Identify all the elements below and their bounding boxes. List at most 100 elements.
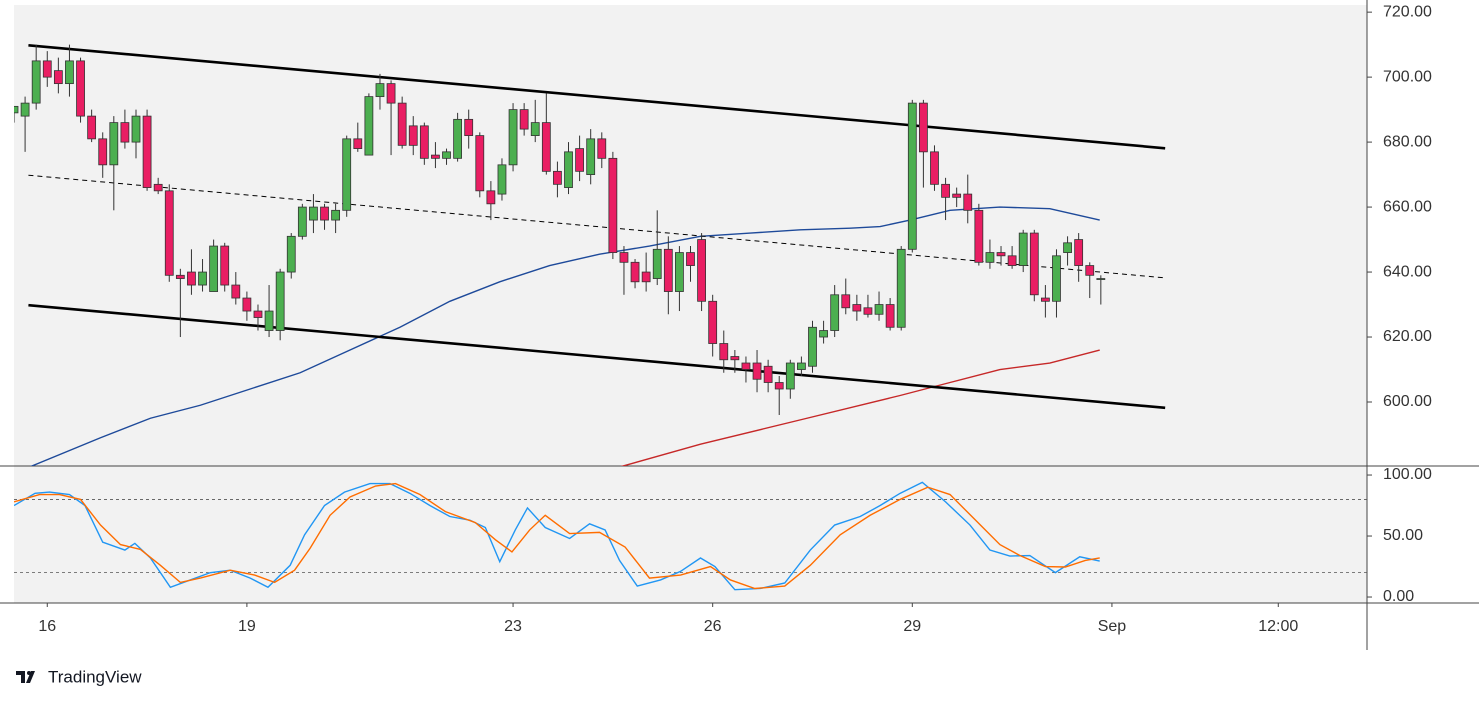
candle-body xyxy=(952,193,962,198)
candle-body xyxy=(497,164,507,195)
candle-body xyxy=(575,148,584,172)
candle-body xyxy=(686,252,695,266)
logo-icon xyxy=(16,671,35,683)
candle-body xyxy=(431,154,440,159)
candle-body xyxy=(630,261,640,283)
candle-body xyxy=(142,115,152,188)
y-tick-label: 680.00 xyxy=(1383,133,1432,150)
candle-body xyxy=(963,193,973,211)
y-tick-label: 50.00 xyxy=(1383,527,1423,544)
x-tick-label: 19 xyxy=(238,618,256,635)
candle-body xyxy=(841,294,851,309)
candle-body xyxy=(286,235,296,273)
candle-body xyxy=(353,138,363,149)
candle-body xyxy=(808,326,817,367)
y-tick-label: 600.00 xyxy=(1383,393,1432,410)
candle-body xyxy=(98,138,108,166)
candle-body xyxy=(253,310,263,318)
y-tick-label: 640.00 xyxy=(1383,263,1432,280)
candle-body xyxy=(774,382,784,390)
candle-body xyxy=(675,252,684,292)
candle-body xyxy=(109,122,119,166)
x-tick-label: 26 xyxy=(704,618,722,635)
candle-body xyxy=(874,304,884,315)
candle-body xyxy=(885,304,895,328)
candle-body xyxy=(453,118,462,159)
candle-body xyxy=(14,105,19,114)
y-tick-label: 720.00 xyxy=(1383,3,1432,20)
candle-body xyxy=(120,122,130,143)
candle-body xyxy=(342,138,352,211)
main-pane xyxy=(14,43,1166,466)
candle-body xyxy=(652,248,662,279)
trendline xyxy=(28,43,1166,150)
candle-body xyxy=(619,252,629,263)
candle-body xyxy=(586,138,596,175)
candle-body xyxy=(364,96,374,156)
candle-body xyxy=(1052,255,1061,302)
candle-body xyxy=(242,297,252,312)
candle-body xyxy=(597,138,607,159)
candle-body xyxy=(331,209,341,221)
candle-body xyxy=(553,170,562,185)
candle-body xyxy=(198,271,207,286)
candle-body xyxy=(231,284,241,299)
candle-body xyxy=(708,300,718,344)
candle-body xyxy=(76,60,85,117)
candle-body xyxy=(730,356,740,361)
candle-body xyxy=(907,102,917,250)
oscillator-line xyxy=(14,482,1100,590)
candle-body xyxy=(309,206,318,221)
candle-body xyxy=(386,83,396,104)
candle-body xyxy=(785,362,795,390)
y-tick-label: 100.00 xyxy=(1383,466,1432,483)
candle-body xyxy=(919,102,928,153)
candle-body xyxy=(408,125,418,146)
candle-body xyxy=(464,118,474,137)
logo-dot xyxy=(27,671,31,675)
x-tick-label: 12:00 xyxy=(1258,618,1298,635)
x-tick-label: 29 xyxy=(903,618,921,635)
candle-body xyxy=(220,245,230,286)
axes: 600.00 620.00 640.00 660.00 680.00 700.00 720.… xyxy=(38,3,1432,635)
candle-body xyxy=(797,362,806,370)
candle-body xyxy=(564,151,573,188)
oscillator-pane xyxy=(14,481,1367,591)
candle-body xyxy=(863,307,873,315)
candle-body xyxy=(1007,255,1017,266)
brand-name: TradingView xyxy=(48,667,142,686)
candle-body xyxy=(1063,242,1072,253)
candle-body xyxy=(209,245,219,292)
candle-body xyxy=(275,271,285,331)
candle-body xyxy=(819,330,828,338)
y-tick-label: 700.00 xyxy=(1383,68,1432,85)
oscillator-line xyxy=(14,481,1100,591)
candle-body xyxy=(930,151,939,185)
candle-body xyxy=(719,343,729,361)
brand-logo: TradingView xyxy=(16,667,142,686)
candle-body xyxy=(1029,232,1039,296)
candle-body xyxy=(31,60,41,104)
candle-body xyxy=(896,248,906,328)
x-tick-label: 23 xyxy=(504,618,522,635)
candle-body xyxy=(508,109,518,166)
candle-body xyxy=(187,271,196,286)
candle-body xyxy=(419,125,429,159)
candle-body xyxy=(20,102,30,117)
moving-average xyxy=(620,349,1100,466)
candle-body xyxy=(397,102,407,146)
candle-body xyxy=(741,362,751,370)
candle-body xyxy=(153,183,163,192)
candle-body xyxy=(1040,297,1050,302)
candle-body xyxy=(697,239,706,302)
candle-body xyxy=(320,206,329,221)
candle-body xyxy=(53,70,63,85)
candle-body xyxy=(87,115,97,140)
candle-body xyxy=(42,60,52,78)
candle-body xyxy=(131,115,141,143)
candle-body xyxy=(297,206,307,237)
candle-body xyxy=(164,190,174,276)
candle-body xyxy=(752,362,762,380)
candle-body xyxy=(608,157,618,253)
